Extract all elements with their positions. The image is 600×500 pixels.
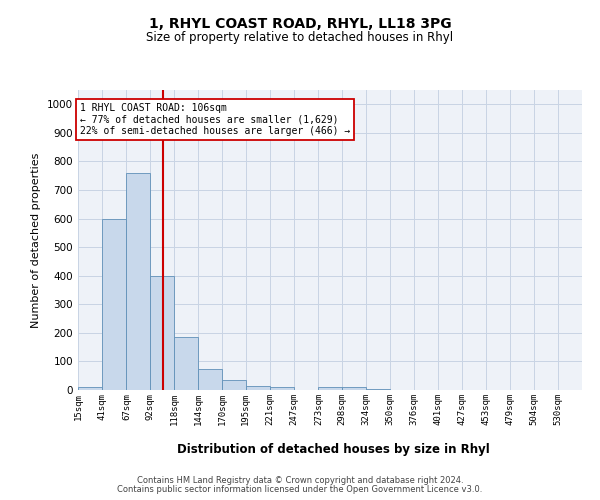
Text: Size of property relative to detached houses in Rhyl: Size of property relative to detached ho… <box>146 31 454 44</box>
Bar <box>270 387 294 390</box>
Bar <box>127 173 151 390</box>
Bar <box>174 337 198 390</box>
Bar <box>78 387 102 390</box>
Text: Distribution of detached houses by size in Rhyl: Distribution of detached houses by size … <box>176 442 490 456</box>
Bar <box>150 276 173 390</box>
Y-axis label: Number of detached properties: Number of detached properties <box>31 152 41 328</box>
Bar <box>198 368 222 390</box>
Bar <box>245 386 269 390</box>
Bar <box>366 388 390 390</box>
Bar <box>102 218 126 390</box>
Bar <box>319 387 342 390</box>
Bar <box>341 387 365 390</box>
Bar <box>223 380 247 390</box>
Text: Contains public sector information licensed under the Open Government Licence v3: Contains public sector information licen… <box>118 485 482 494</box>
Text: 1 RHYL COAST ROAD: 106sqm
← 77% of detached houses are smaller (1,629)
22% of se: 1 RHYL COAST ROAD: 106sqm ← 77% of detac… <box>80 103 350 136</box>
Text: 1, RHYL COAST ROAD, RHYL, LL18 3PG: 1, RHYL COAST ROAD, RHYL, LL18 3PG <box>149 18 451 32</box>
Text: Contains HM Land Registry data © Crown copyright and database right 2024.: Contains HM Land Registry data © Crown c… <box>137 476 463 485</box>
